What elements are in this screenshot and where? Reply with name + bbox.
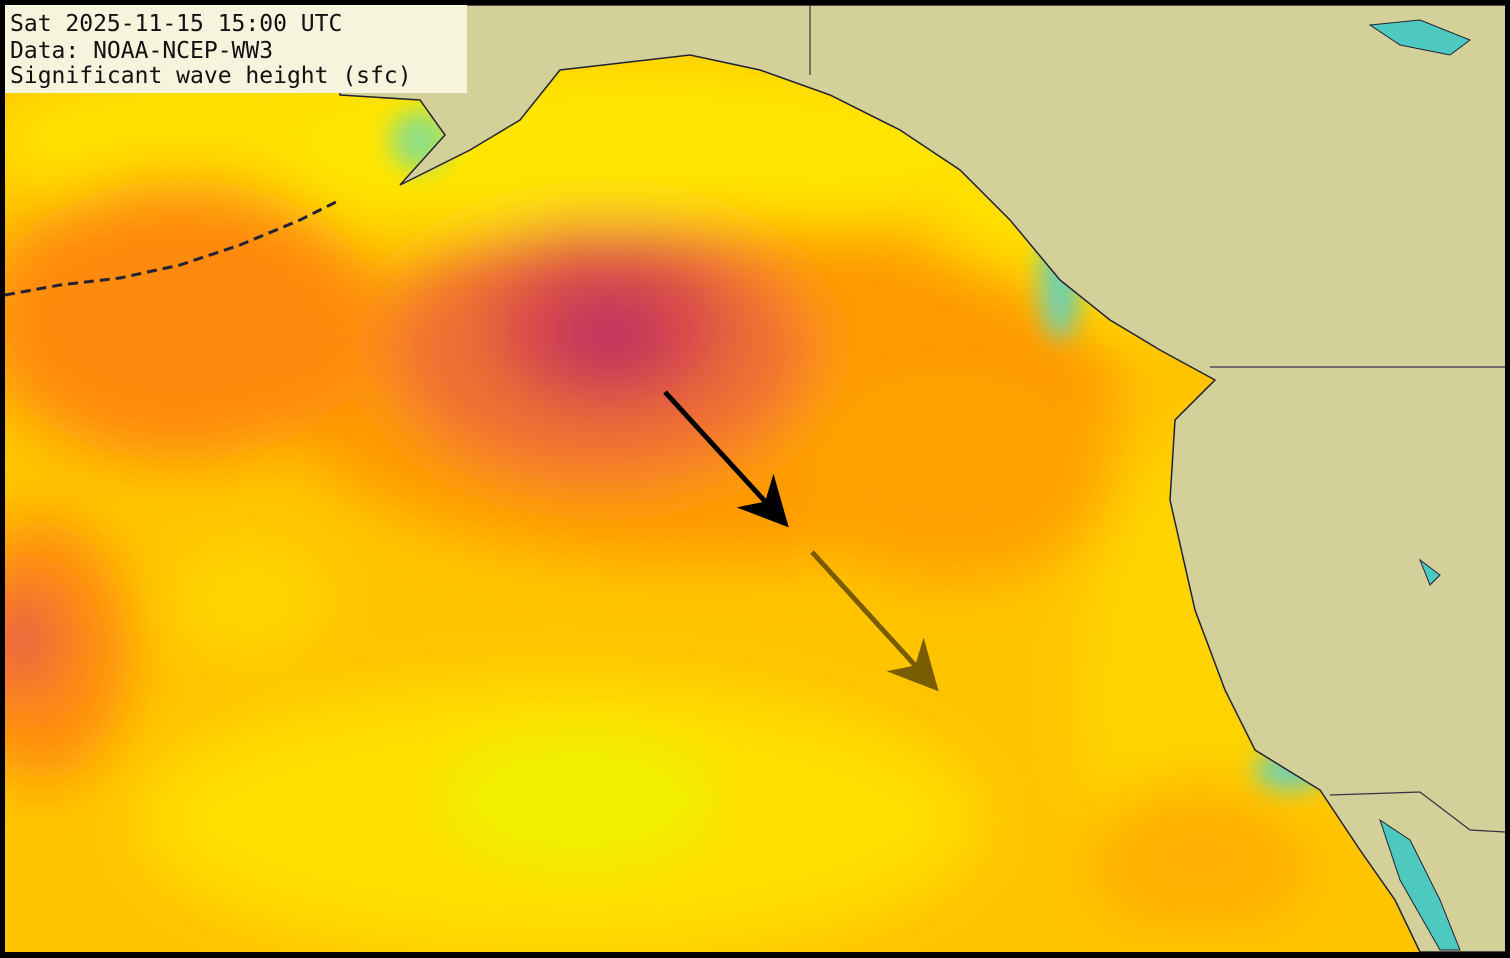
borders — [809, 5, 1505, 833]
island-chain — [5, 198, 341, 297]
data-source: Data: NOAA-NCEP-WW3 — [10, 38, 273, 64]
land — [339, 5, 1505, 952]
field-name: Significant wave height (sfc) — [10, 63, 412, 89]
lakes — [1368, 19, 1472, 951]
wave-field — [5, 50, 1320, 952]
map-area — [5, 5, 1505, 952]
header-box — [5, 5, 467, 93]
arrow — [663, 390, 789, 528]
arrow — [810, 550, 939, 692]
timestamp: Sat 2025-11-15 15:00 UTC — [10, 11, 342, 37]
